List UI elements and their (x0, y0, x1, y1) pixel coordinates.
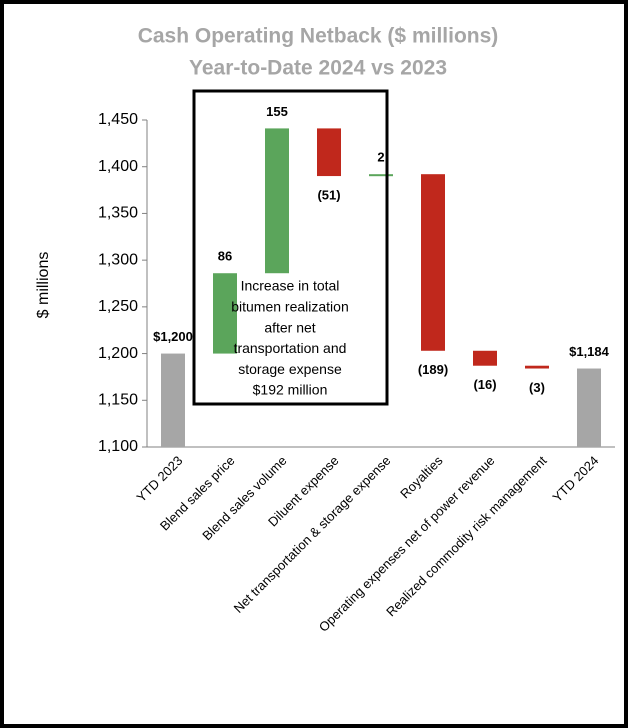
y-tick-label: 1,250 (98, 298, 138, 315)
value-label: (16) (473, 377, 496, 392)
y-tick-label: 1,450 (98, 111, 138, 128)
bar (369, 174, 393, 177)
y-tick-label: 1,200 (98, 345, 138, 362)
annotation-line: $192 million (253, 382, 328, 398)
annotation-line: bitumen realization (231, 299, 349, 315)
value-label: 86 (218, 249, 232, 264)
annotation-line: after net (264, 319, 315, 335)
bar (473, 350, 497, 366)
y-tick-label: 1,300 (98, 251, 138, 268)
y-axis-title: $ millions (35, 252, 52, 319)
value-label: $1,184 (569, 344, 610, 359)
annotation-line: Increase in total (241, 278, 340, 294)
annotation-box (192, 89, 389, 406)
annotation: Increase in total bitumen realization afte… (231, 278, 349, 398)
bar (213, 273, 237, 354)
annotation-line: transportation and (234, 340, 347, 356)
bar (161, 353, 185, 447)
plot-area: 1,100 1,150 1,200 1,250 1,300 1,350 1,400 1,450… (98, 104, 615, 635)
bar (421, 174, 445, 351)
bar (317, 128, 341, 177)
value-label: 155 (266, 104, 288, 119)
value-label: $1,200 (153, 329, 193, 344)
value-label: (51) (317, 187, 340, 202)
y-tick-label: 1,350 (98, 205, 138, 222)
bar (525, 365, 549, 369)
chart-title: Cash Operating Netback ($ millions) (138, 25, 499, 48)
annotation-line: storage expense (238, 361, 342, 377)
bar (577, 368, 601, 447)
y-tick-label: 1,100 (98, 438, 138, 455)
value-label: (3) (529, 380, 545, 395)
value-label: 2 (377, 150, 384, 165)
y-tick-label: 1,150 (98, 392, 138, 409)
bar (265, 128, 289, 274)
chart-subtitle: Year-to-Date 2024 vs 2023 (189, 57, 447, 80)
value-label: (189) (418, 362, 448, 377)
y-tick-label: 1,400 (98, 158, 138, 175)
